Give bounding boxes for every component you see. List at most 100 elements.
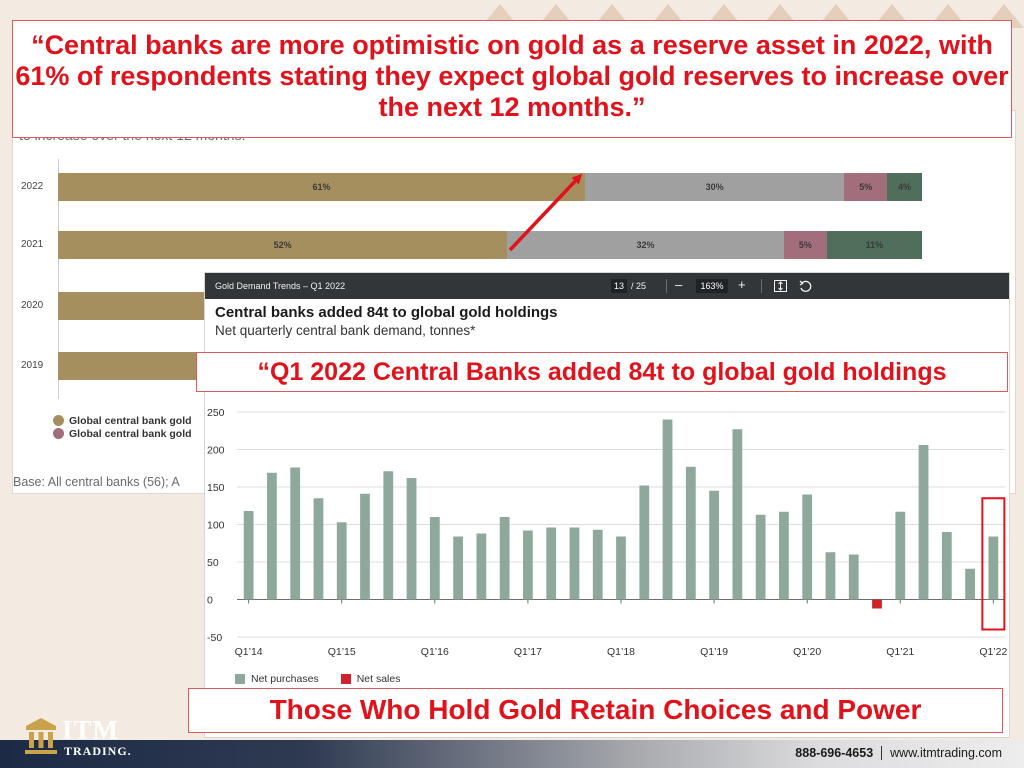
legend-dot-decrease	[53, 428, 64, 439]
survey-legend-label: Global central bank gold	[69, 414, 192, 427]
website-link[interactable]: www.itmtrading.com	[890, 746, 1002, 760]
y-tick-label: -50	[207, 632, 222, 644]
bar	[383, 471, 394, 600]
x-tick-label: Q1’20	[793, 646, 821, 658]
chart-legend: Net purchases Net sales	[235, 673, 422, 685]
bar	[569, 527, 580, 600]
survey-bar-segment: 32%	[507, 231, 784, 259]
bar	[848, 554, 859, 600]
survey-legend-item: Global central bank gold	[53, 427, 192, 440]
rotate-icon[interactable]	[799, 280, 812, 293]
x-tick-label: Q1’22	[979, 646, 1007, 658]
contact-info: 888-696-4653 www.itmtrading.com	[795, 746, 1002, 760]
survey-year-label: 2020	[21, 300, 44, 311]
itm-trading-logo: ITM TRADING.	[22, 712, 152, 766]
survey-bar-segment: 4%	[887, 173, 922, 201]
survey-year-label: 2019	[21, 360, 44, 371]
bar	[360, 493, 370, 600]
survey-year-label: 2021	[21, 239, 44, 250]
toolbar-divider	[761, 279, 762, 293]
y-tick-label: 250	[207, 407, 225, 419]
quote-banner-middle: “Q1 2022 Central Banks added 84t to glob…	[196, 352, 1008, 392]
bar	[453, 536, 463, 600]
footer-bar: 888-696-4653 www.itmtrading.com	[0, 740, 1024, 768]
survey-base-note: Base: All central banks (56); A	[13, 475, 180, 489]
bar	[988, 536, 999, 600]
legend-swatch	[340, 674, 351, 684]
survey-bar-row: 61% 30% 5% 4%	[58, 173, 922, 201]
bar	[290, 467, 301, 600]
survey-bar-row: 52% 32% 5% 11%	[58, 231, 922, 259]
legend-swatch	[235, 674, 245, 684]
zoom-out-button[interactable]: –	[675, 277, 683, 292]
bar	[546, 527, 557, 600]
bar	[755, 514, 766, 600]
bar	[639, 485, 650, 600]
legend-item-net-purchases: Net purchases	[235, 673, 319, 685]
y-tick-label: 50	[207, 557, 219, 569]
toolbar-divider	[666, 279, 667, 293]
bar	[243, 511, 254, 600]
y-tick-label: 200	[207, 445, 225, 457]
bar	[941, 532, 952, 600]
logo-emblem-icon	[25, 718, 57, 754]
survey-bar-segment: 61%	[58, 173, 586, 201]
x-tick-label: Q1’14	[235, 646, 263, 658]
bar	[267, 472, 277, 600]
tagline-banner: Those Who Hold Gold Retain Choices and P…	[188, 688, 1003, 733]
bar	[802, 494, 813, 600]
survey-legend: Global central bank gold Global central …	[53, 414, 192, 440]
y-tick-label: 0	[207, 595, 213, 607]
bar	[872, 599, 882, 609]
bar	[523, 530, 533, 600]
survey-year-label: 2022	[21, 181, 44, 192]
survey-legend-label: Global central bank gold	[69, 427, 192, 440]
quote-banner-top: “Central banks are more optimistic on go…	[12, 20, 1012, 138]
bar	[313, 498, 324, 600]
page-total: / 25	[631, 281, 647, 291]
bar	[616, 536, 626, 600]
central-bank-demand-chart: -50 0 50 100 150 200 250 Q1’14 Q1’15 Q1’16 Q1’17 Q1…	[207, 407, 1008, 658]
logo-text-itm: ITM	[62, 715, 119, 745]
page-number-input[interactable]: 13	[611, 279, 627, 293]
survey-bar-segment: 5%	[783, 231, 827, 259]
bar	[895, 511, 906, 600]
bar	[732, 429, 743, 600]
x-tick-label: Q1’19	[700, 646, 728, 658]
x-tick-label: Q1’18	[607, 646, 635, 658]
bar	[685, 466, 696, 600]
survey-bar-segment: 5%	[844, 173, 888, 201]
bar	[825, 552, 836, 600]
legend-item-net-sales: Net sales	[340, 673, 400, 685]
contact-divider	[881, 746, 883, 760]
chart-subtitle: Net quarterly central bank demand, tonne…	[215, 323, 476, 338]
x-tick-label: Q1’17	[514, 646, 542, 658]
x-tick-label: Q1’21	[886, 646, 914, 658]
bar	[779, 511, 789, 600]
survey-legend-item: Global central bank gold	[53, 414, 192, 427]
phone-link[interactable]: 888-696-4653	[795, 746, 874, 760]
x-tick-label: Q1’16	[421, 646, 449, 658]
bar	[499, 517, 510, 600]
legend-label: Net purchases	[251, 673, 319, 685]
bar	[965, 568, 975, 600]
bar	[709, 490, 719, 600]
survey-bar-segment: 52%	[58, 231, 508, 259]
fit-page-icon[interactable]	[774, 280, 787, 292]
bar	[918, 445, 929, 600]
legend-dot-increase	[53, 415, 64, 426]
bar	[592, 529, 603, 600]
bar	[429, 517, 440, 600]
chart-title: Central banks added 84t to global gold h…	[215, 304, 558, 321]
survey-axis-line	[58, 159, 59, 399]
y-tick-label: 150	[207, 482, 225, 494]
bar	[476, 533, 487, 600]
survey-bar-segment: 30%	[585, 173, 845, 201]
y-tick-label: 100	[207, 520, 225, 532]
survey-bar-segment: 11%	[826, 231, 922, 259]
zoom-in-button[interactable]: +	[738, 277, 746, 292]
bar	[406, 478, 417, 600]
zoom-level[interactable]: 163%	[696, 279, 728, 293]
bar	[336, 522, 347, 600]
pdf-viewer: Gold Demand Trends – Q1 2022 13 / 25 – 1…	[204, 272, 1010, 738]
